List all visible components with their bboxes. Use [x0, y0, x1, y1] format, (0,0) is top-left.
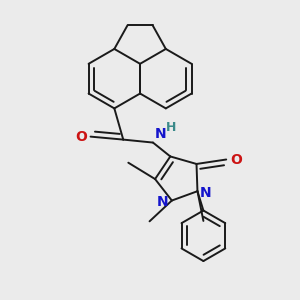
Text: N: N: [200, 186, 212, 200]
Text: O: O: [230, 152, 242, 167]
Text: O: O: [75, 130, 87, 144]
Text: N: N: [154, 127, 166, 141]
Text: H: H: [166, 121, 177, 134]
Text: N: N: [157, 195, 168, 209]
